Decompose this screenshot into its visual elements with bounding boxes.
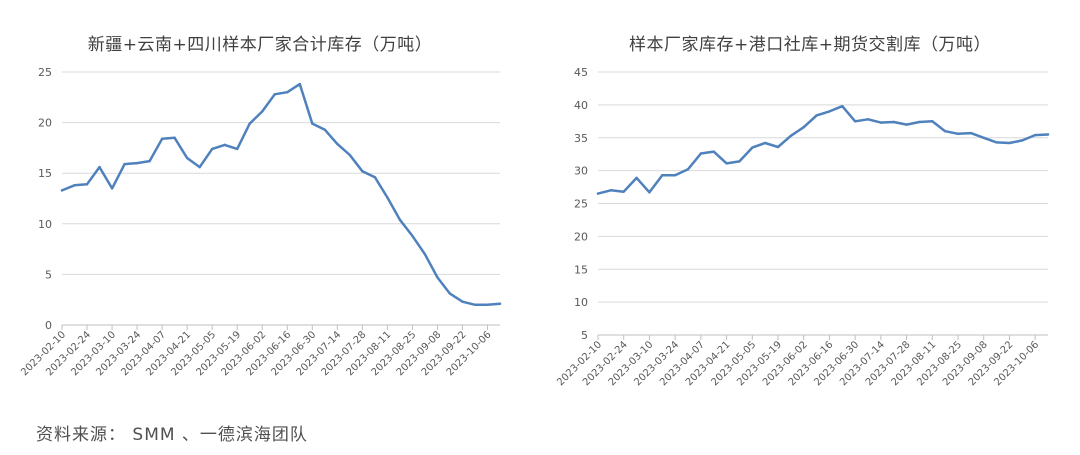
y-tick-label: 0: [45, 319, 52, 332]
y-tick-label: 20: [38, 117, 52, 130]
data-point: [712, 150, 715, 153]
data-point: [763, 141, 767, 145]
data-point: [461, 300, 464, 303]
data-point: [879, 121, 883, 124]
data-point: [373, 176, 377, 179]
data-point: [436, 276, 439, 279]
data-point: [1008, 141, 1011, 145]
data-point: [248, 122, 251, 125]
data-point: [635, 176, 638, 180]
data-point: [311, 122, 314, 125]
data-point: [486, 303, 489, 306]
data-point: [892, 120, 895, 124]
data-point: [982, 136, 985, 139]
data-point: [398, 218, 402, 221]
data-point: [210, 147, 214, 151]
line-chart-right: 510152025303540452023-02-102023-02-24202…: [555, 66, 1050, 388]
data-point: [609, 189, 613, 192]
y-tick-label: 45: [574, 66, 588, 79]
data-point: [148, 159, 151, 163]
data-point: [969, 131, 973, 135]
data-point: [386, 196, 389, 199]
y-tick-label: 35: [574, 132, 588, 145]
data-point: [198, 165, 201, 169]
data-point: [699, 152, 703, 155]
data-point: [956, 132, 960, 136]
data-point: [336, 142, 339, 146]
data-point: [73, 184, 76, 187]
chart-panel-right: 样本厂家库存+港口社库+期货交割库（万吨） 5 10 15 20 25 30 35 40 45 2…: [540, 0, 1080, 410]
data-point: [622, 190, 625, 193]
data-point: [135, 161, 139, 165]
data-point: [323, 128, 326, 131]
data-point: [60, 189, 64, 192]
data-point: [841, 104, 844, 108]
chart-title: 样本厂家库存+港口社库+期货交割库（万吨）: [629, 35, 991, 55]
data-point: [298, 82, 301, 86]
data-point: [931, 120, 934, 123]
data-point: [110, 187, 114, 190]
data-point: [596, 192, 600, 195]
data-point: [815, 114, 818, 117]
data-point: [223, 143, 226, 147]
data-point: [185, 156, 189, 160]
data-point: [1021, 139, 1024, 142]
data-point: [236, 147, 239, 151]
data-point: [411, 234, 414, 238]
y-tick-label: 10: [38, 218, 52, 231]
data-point: [123, 162, 126, 166]
data-point: [448, 292, 452, 295]
y-tick-label: 25: [38, 66, 52, 79]
data-point: [473, 303, 477, 306]
y-tick-label: 5: [581, 329, 588, 342]
data-point: [673, 174, 677, 177]
series-line: [596, 104, 1050, 195]
data-point: [173, 136, 176, 139]
data-point: [751, 146, 754, 149]
data-point: [686, 168, 690, 171]
data-point: [648, 191, 651, 194]
data-point: [905, 123, 908, 126]
data-point: [738, 160, 741, 163]
y-tick-label: 40: [574, 99, 588, 112]
data-point: [853, 120, 857, 123]
data-point: [789, 134, 793, 137]
data-point: [160, 137, 164, 140]
data-point: [828, 110, 831, 113]
series-line: [60, 82, 502, 307]
data-point: [348, 153, 352, 157]
source-note: 资料来源： SMM 、一德滨海团队: [36, 425, 308, 445]
data-point: [918, 120, 921, 124]
chart-panel-left: 新疆+云南+四川样本厂家合计库存（万吨） 0 5 10 15 20 25 2023-02-1…: [0, 0, 520, 410]
data-point: [776, 145, 780, 149]
y-tick-label: 15: [38, 167, 52, 180]
y-tick-label: 30: [574, 165, 588, 178]
data-point: [423, 252, 427, 256]
data-point: [286, 91, 289, 94]
data-point: [866, 118, 870, 121]
data-point: [995, 141, 998, 144]
y-tick-label: 25: [574, 198, 588, 211]
y-tick-label: 20: [574, 230, 588, 243]
data-point: [1033, 133, 1037, 137]
y-tick-label: 10: [574, 296, 588, 309]
y-tick-label: 5: [45, 268, 52, 281]
data-point: [1046, 133, 1050, 136]
data-point: [273, 93, 276, 96]
x-tick-label: 2023-10-06: [445, 329, 494, 378]
data-point: [261, 110, 264, 113]
data-point: [498, 302, 502, 305]
chart-title: 新疆+云南+四川样本厂家合计库存（万吨）: [87, 35, 433, 55]
data-point: [802, 126, 805, 129]
data-point: [85, 183, 89, 186]
data-point: [725, 162, 728, 165]
line-chart-left: 05101520252023-02-102023-02-242023-03-10…: [19, 66, 502, 378]
data-point: [661, 174, 664, 177]
data-point: [943, 129, 947, 133]
y-tick-label: 15: [574, 263, 588, 276]
data-point: [98, 165, 101, 169]
data-point: [361, 169, 364, 173]
